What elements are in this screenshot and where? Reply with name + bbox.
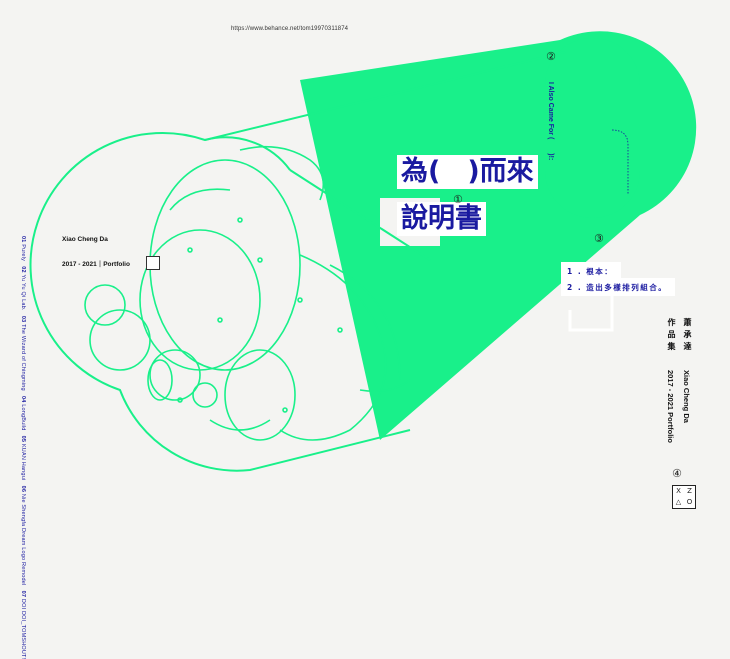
list-item-2: 2 . 造出多樣排列組合。 (561, 278, 676, 296)
dashed-line (611, 129, 629, 195)
logo-mark: X Z △ O (672, 485, 696, 509)
index-item[interactable]: 05 KUAN Hangui (20, 435, 26, 481)
author-years: 2017 - 2021｜Portfolio (62, 261, 130, 268)
marker-2: ② (546, 50, 556, 63)
title-line-1: 為( )而來 (397, 155, 538, 189)
index-item[interactable]: 01 Purely (20, 236, 26, 262)
bear-figure (84, 145, 411, 441)
portfolio-label-cn: 作品集 (667, 318, 676, 354)
list-item-1: 1 . 根本： (561, 262, 622, 280)
logo-glyph: △ (675, 498, 682, 506)
index-item[interactable]: 03 The Wizard of Chingming (20, 315, 26, 391)
seal-stamp (146, 256, 160, 270)
logo-glyph: O (686, 498, 693, 506)
marker-4: ④ (672, 467, 682, 480)
index-item[interactable]: 06 Nie Shengfa Dream Logo Remodel (20, 485, 26, 586)
portfolio-url[interactable]: https://www.behance.net/tom19970311874 (231, 26, 349, 32)
portfolio-years: 2017 - 2021 Portfolio (666, 370, 675, 443)
index-item[interactable]: 04 LongBuild (20, 395, 26, 431)
poster-page: https://www.behance.net/tom19970311874 為… (20, 26, 697, 659)
connector-line (568, 290, 614, 332)
capsule-outline (29, 51, 566, 472)
project-index: 01 Purely 02 Yu Yu Qi Lab. 03 The Wizard… (20, 236, 26, 659)
marker-1: ① (453, 193, 463, 206)
subtitle-vertical: I Also Came For ( )!: (547, 82, 554, 161)
index-item[interactable]: 07 DOI DOI_TOMSHOUT! (20, 590, 26, 659)
author-name-cn: 蕭承達 (683, 318, 692, 354)
logo-glyph: X (676, 487, 681, 495)
index-item[interactable]: 02 Yu Yu Qi Lab. (20, 266, 26, 311)
logo-glyph: Z (687, 487, 692, 495)
title-line-2: 說明書 (397, 202, 486, 236)
marker-3: ③ (594, 232, 604, 245)
capsule-end (545, 38, 640, 218)
author-name-en: Xiao Cheng Da (682, 370, 691, 423)
author-name: Xiao Cheng Da (62, 236, 108, 243)
